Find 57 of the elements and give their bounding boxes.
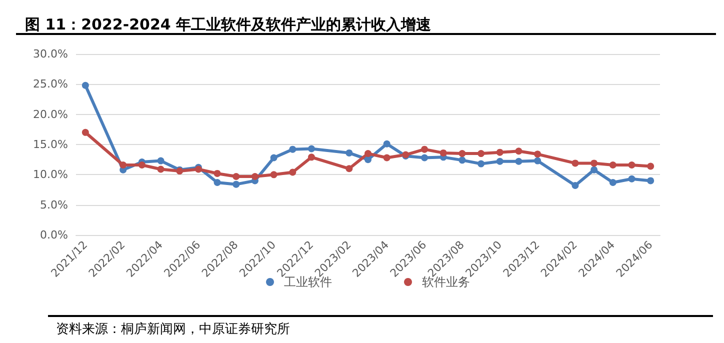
point — [534, 157, 542, 164]
point — [572, 160, 579, 167]
point — [440, 149, 447, 156]
point — [515, 148, 522, 155]
point — [421, 154, 428, 162]
point — [590, 166, 598, 174]
point — [270, 171, 278, 178]
point — [232, 180, 240, 188]
y-tick-label: 20.0% — [33, 108, 68, 121]
point — [590, 160, 598, 167]
point — [458, 150, 466, 158]
point — [478, 160, 485, 168]
point — [534, 150, 542, 158]
legend-label: 软件业务 — [422, 275, 470, 289]
point — [346, 149, 353, 156]
text: 资料来源：桐庐新闻网，中原证券研究所 — [56, 321, 290, 337]
y-tick-label: 30.0% — [33, 48, 68, 60]
point — [364, 156, 372, 164]
point — [232, 172, 240, 180]
point — [478, 150, 485, 158]
point — [289, 146, 296, 153]
point — [82, 82, 89, 89]
point — [609, 162, 616, 169]
y-tick-label: 10.0% — [33, 168, 68, 182]
point — [214, 170, 221, 177]
point — [308, 145, 315, 152]
point — [458, 156, 466, 164]
point — [628, 175, 636, 182]
point — [572, 182, 579, 190]
point — [270, 154, 278, 162]
point — [647, 162, 654, 170]
y-tick-label: 0.0% — [40, 228, 68, 242]
y-tick-label: 5.0% — [40, 198, 68, 212]
point — [496, 148, 504, 156]
point — [308, 154, 315, 161]
point — [421, 146, 428, 153]
point — [628, 162, 636, 169]
point — [647, 177, 654, 184]
legend-label: 工业软件 — [284, 275, 332, 289]
point — [214, 179, 221, 186]
point — [157, 157, 164, 164]
point — [383, 140, 390, 148]
point — [82, 128, 89, 136]
point — [609, 179, 616, 186]
point — [138, 162, 146, 169]
point — [383, 154, 390, 162]
point — [496, 158, 504, 165]
point — [251, 172, 258, 180]
point — [120, 162, 127, 169]
point — [157, 166, 164, 173]
point — [346, 165, 353, 172]
y-tick-label: 25.0% — [33, 78, 68, 91]
point — [515, 158, 522, 165]
chart-title: 图 11：2022-2024 年工业软件及软件产业的累计收入增速 — [25, 16, 432, 34]
point — [364, 150, 372, 158]
point — [289, 168, 296, 176]
y-tick-label: 15.0% — [33, 138, 68, 151]
